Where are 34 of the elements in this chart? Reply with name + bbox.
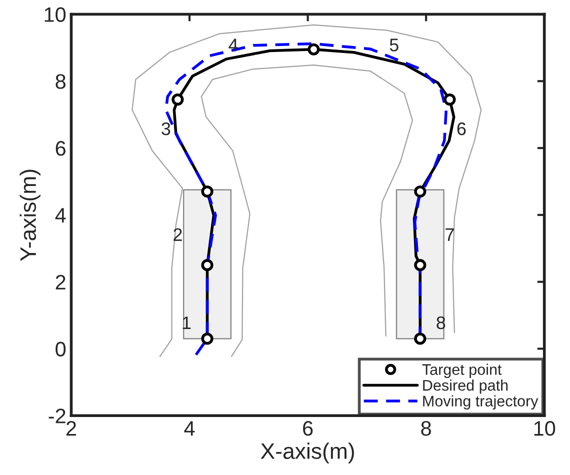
point [201,259,214,272]
x-tick-label: 2 [66,421,76,436]
point [308,43,320,56]
legend-label: Target point [422,364,502,378]
line-series [132,24,482,357]
line-series [200,64,414,357]
legend-label: Desired path [423,380,508,394]
annotation: 4 [228,38,238,52]
annotation: 3 [162,122,170,136]
x-tick-label: 4 [184,421,195,436]
y-tick-label: 8 [56,74,66,89]
annotation: 6 [457,122,466,136]
y-tick-label: 2 [56,274,66,290]
annotation: 7 [446,228,454,241]
point [414,259,426,272]
annotation: 2 [174,228,182,241]
x-tick-label: 10 [534,421,556,436]
point [172,93,184,106]
point [201,332,214,345]
point [414,185,426,198]
y-tick-label: 4 [55,208,66,222]
point [201,185,214,198]
legend-label: Moving trajectory [423,395,538,410]
x-tick-label: 8 [421,421,431,436]
y-tick-label: -2 [48,408,66,424]
y-tick-label: 6 [56,141,66,156]
x-tick-label: 6 [303,421,313,436]
y-tick-label: 10 [44,7,66,22]
y-tick-label: 0 [56,342,66,356]
y-axis-title: Y-axis(m) [20,170,40,261]
point [444,93,456,106]
x-axis-title: X-axis(m) [260,442,354,464]
annotation: 5 [390,38,398,52]
point [414,332,426,345]
